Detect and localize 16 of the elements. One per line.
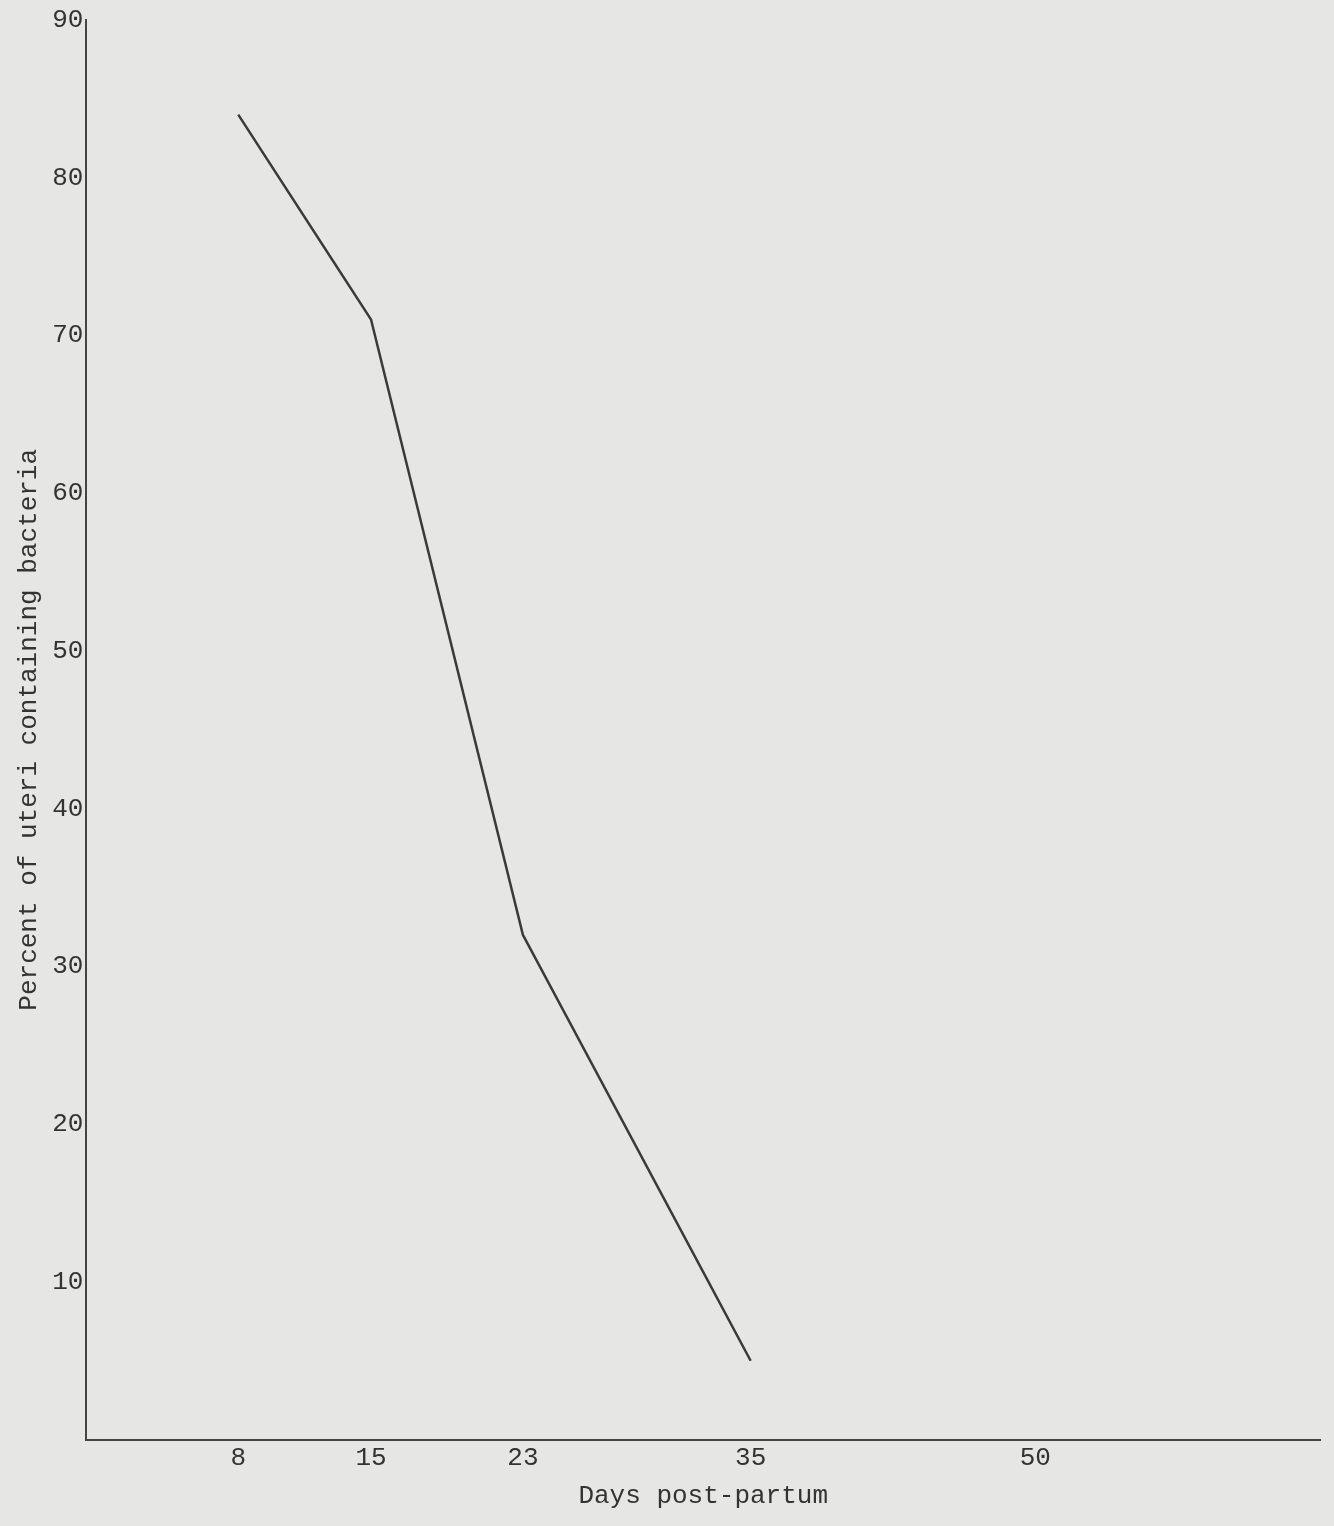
x-tick-label: 8 — [230, 1443, 247, 1474]
x-axis-title: Days post-partum — [578, 1481, 829, 1512]
y-tick-label: 80 — [52, 162, 84, 193]
x-tick-label: 35 — [735, 1443, 767, 1474]
y-tick-label: 40 — [52, 793, 84, 824]
x-tick-label: 50 — [1019, 1443, 1051, 1474]
y-tick-label: 90 — [52, 4, 84, 35]
y-tick-label: 30 — [52, 951, 84, 982]
y-axis-title: Percent of uteri containing bacteria — [14, 448, 45, 1011]
x-tick-label: 23 — [507, 1443, 539, 1474]
y-tick-label: 70 — [52, 320, 84, 351]
y-tick-label: 10 — [52, 1266, 84, 1297]
y-tick-label: 60 — [52, 478, 84, 509]
y-tick-label: 50 — [52, 635, 84, 666]
y-tick-label: 20 — [52, 1109, 84, 1140]
x-tick-label: 15 — [355, 1443, 387, 1474]
